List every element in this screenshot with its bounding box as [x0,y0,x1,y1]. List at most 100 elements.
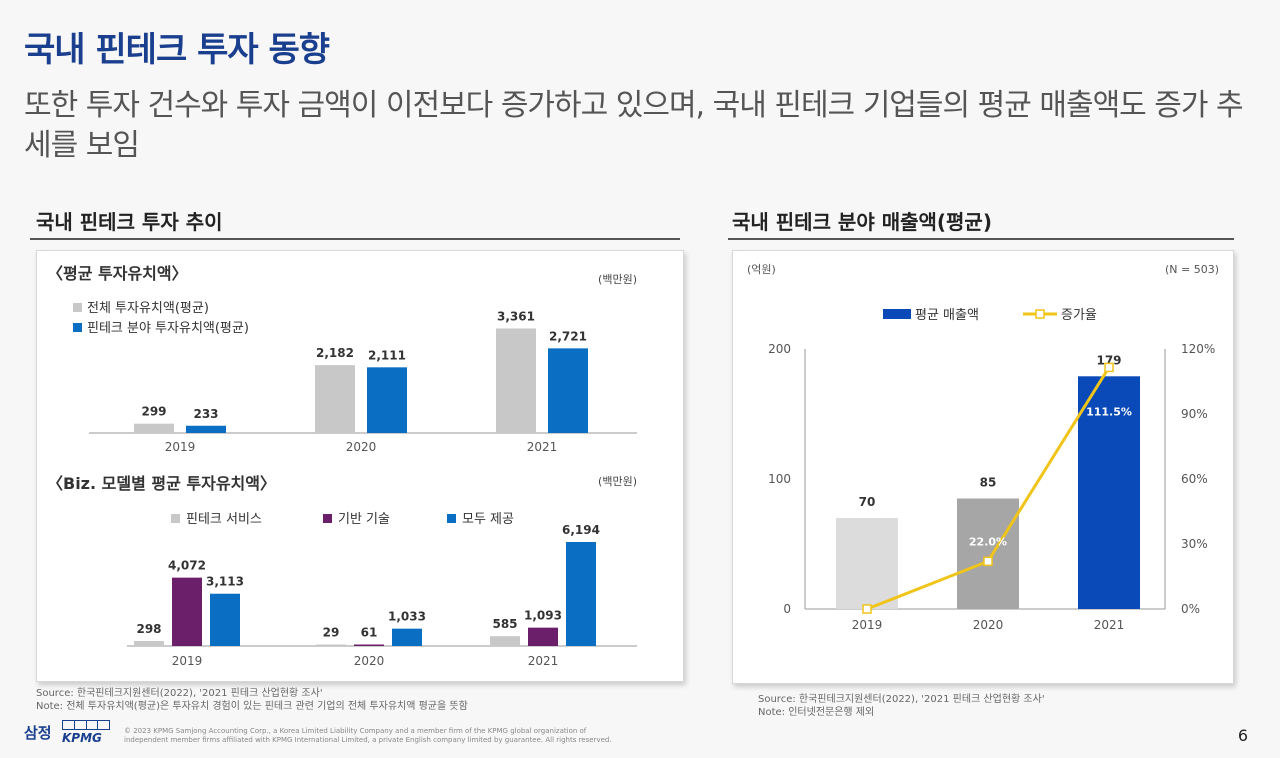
chart1-data-label: 233 [193,407,218,421]
right-section-rule [728,238,1234,240]
chart1-x-tick: 2021 [527,440,558,454]
chart1-data-label: 3,361 [497,309,535,323]
chart3-x-tick: 2021 [1094,618,1125,632]
chart3-legend-bar-label: 평균 매출액 [915,308,979,323]
chart3-data-label: 70 [859,495,876,509]
left-source: Source: 한국핀테크지원센터(2022), '2021 핀테크 산업현황 … [36,688,323,699]
chart3-legend-line-marker [1035,309,1045,319]
chart1-bar [315,365,355,433]
chart3-bar [957,498,1019,609]
chart1-legend-swatch [73,303,82,312]
left-chart-svg: 〈평균 투자유치액〉 (백만원) 전체 투자유치액(평균) 핀테크 분야 투자유치액(… [47,264,637,668]
chart2-bar [490,636,520,646]
copyright-line2: independent member firms affiliated with… [124,736,612,744]
chart2-title: 〈Biz. 모델별 평균 투자유치액〉 [47,474,276,493]
chart2-legend-swatch [323,514,332,523]
chart1-data-label: 299 [141,405,166,419]
chart2-data-label: 3,113 [206,575,244,589]
chart2-data-label: 1,093 [524,609,562,623]
chart2-legend-label: 핀테크 서비스 [186,512,262,527]
copyright-line1: © 2023 KPMG Samjong Accounting Corp., a … [124,727,587,735]
chart1-bar [496,328,536,433]
chart2-bar [392,628,422,646]
chart1-title: 〈평균 투자유치액〉 [47,264,188,283]
chart1-bar [367,367,407,433]
chart3-y-right-tick: 60% [1181,472,1208,486]
chart2-x-tick: 2019 [172,654,203,668]
chart3-legend-bar-swatch [883,309,911,319]
chart3-x-tick: 2019 [852,618,883,632]
chart3-y-right-tick: 90% [1181,407,1208,421]
chart3-unit-right: (N = 503) [1165,263,1219,276]
chart2-legend-label: 기반 기술 [338,512,390,527]
chart1-legend-label: 전체 투자유치액(평균) [87,301,209,316]
chart2-bar [528,627,558,646]
kpmg-text: KPMG [62,731,102,745]
chart2-bar [172,577,202,646]
chart3-line-marker [983,556,993,567]
right-chart-panel: (억원) (N = 503) 평균 매출액 증가율 0 100 200 0% 30% 60% 90%… [732,250,1234,684]
chart1-data-label: 2,721 [549,329,587,343]
chart2-data-label: 298 [136,622,161,636]
chart3-line-marker [862,604,872,614]
chart3-unit-left: (억원) [747,263,776,276]
chart1-data-label: 2,182 [316,346,354,360]
chart3-bar [836,518,898,609]
chart3-y-right-tick: 30% [1181,537,1208,551]
left-chart-panel: 〈평균 투자유치액〉 (백만원) 전체 투자유치액(평균) 핀테크 분야 투자유치액(… [36,250,684,682]
chart3-x-tick: 2020 [973,618,1004,632]
chart3-line-label: 22.0% [969,535,1007,548]
chart2-bar [134,640,164,646]
chart3-y-right-tick: 120% [1181,342,1215,356]
chart3-y-left-tick: 0 [783,602,791,616]
chart1-legend-swatch [73,323,82,332]
chart2-bar [354,644,384,646]
chart1-bar [186,425,226,433]
chart3-data-label: 85 [980,476,997,490]
chart2-data-label: 585 [492,617,517,631]
chart1-bar [134,423,174,433]
page-subtitle: 또한 투자 건수와 투자 금액이 이전보다 증가하고 있으며, 국내 핀테크 기… [24,88,1244,163]
right-chart-svg: (억원) (N = 503) 평균 매출액 증가율 0 100 200 0% 30% 60% 90%… [747,263,1219,632]
right-note: Note: 인터넷전문은행 제외 [758,707,875,718]
right-source: Source: 한국핀테크지원센터(2022), '2021 핀테크 산업현황 … [758,694,1045,705]
chart2-x-tick: 2020 [354,654,385,668]
chart3-legend-line-label: 증가율 [1061,308,1097,323]
chart3-line-marker [1104,362,1114,373]
chart3-data-label: 179 [1096,353,1121,367]
chart1-unit: (백만원) [598,273,637,286]
chart1-x-tick: 2020 [346,440,377,454]
left-note: Note: 전체 투자유치액(평균)은 투자유치 경험이 있는 핀테크 관련 기… [36,701,468,712]
chart2-unit: (백만원) [598,475,637,488]
copyright: © 2023 KPMG Samjong Accounting Corp., a … [124,727,684,745]
kpmg-logo: KPMG [62,720,110,745]
chart2-data-label: 61 [361,626,378,640]
chart2-legend-swatch [171,514,180,523]
left-source-note: Source: 한국핀테크지원센터(2022), '2021 핀테크 산업현황 … [36,687,468,713]
right-source-note: Source: 한국핀테크지원센터(2022), '2021 핀테크 산업현황 … [758,693,1045,719]
chart2-legend-label: 모두 제공 [462,512,514,527]
chart2-data-label: 1,033 [388,610,426,624]
chart2-legend-swatch [447,514,456,523]
page-title: 국내 핀테크 투자 동향 [24,30,330,70]
chart3-line-label: 111.5% [1086,405,1132,418]
chart2-bar [210,593,240,646]
chart2-bar [566,542,596,646]
chart1-bar [548,348,588,433]
chart1-legend-label: 핀테크 분야 투자유치액(평균) [87,321,249,336]
chart2-data-label: 4,072 [168,559,206,573]
chart3-bar [1078,376,1140,609]
left-section-rule [30,238,680,240]
chart2-data-label: 6,194 [562,523,600,537]
chart3-y-right-tick: 0% [1181,602,1200,616]
chart1-x-tick: 2019 [165,440,196,454]
chart3-y-left-tick: 100 [768,472,791,486]
left-section-title: 국내 핀테크 투자 추이 [36,210,223,234]
chart2-bar [316,644,346,646]
right-section-title: 국내 핀테크 분야 매출액(평균) [732,210,992,234]
chart2-data-label: 29 [323,626,340,640]
page-number: 6 [1237,726,1248,745]
samjong-logo: 삼정 [24,724,52,742]
chart1-data-label: 2,111 [368,348,406,362]
chart3-y-left-tick: 200 [768,342,791,356]
